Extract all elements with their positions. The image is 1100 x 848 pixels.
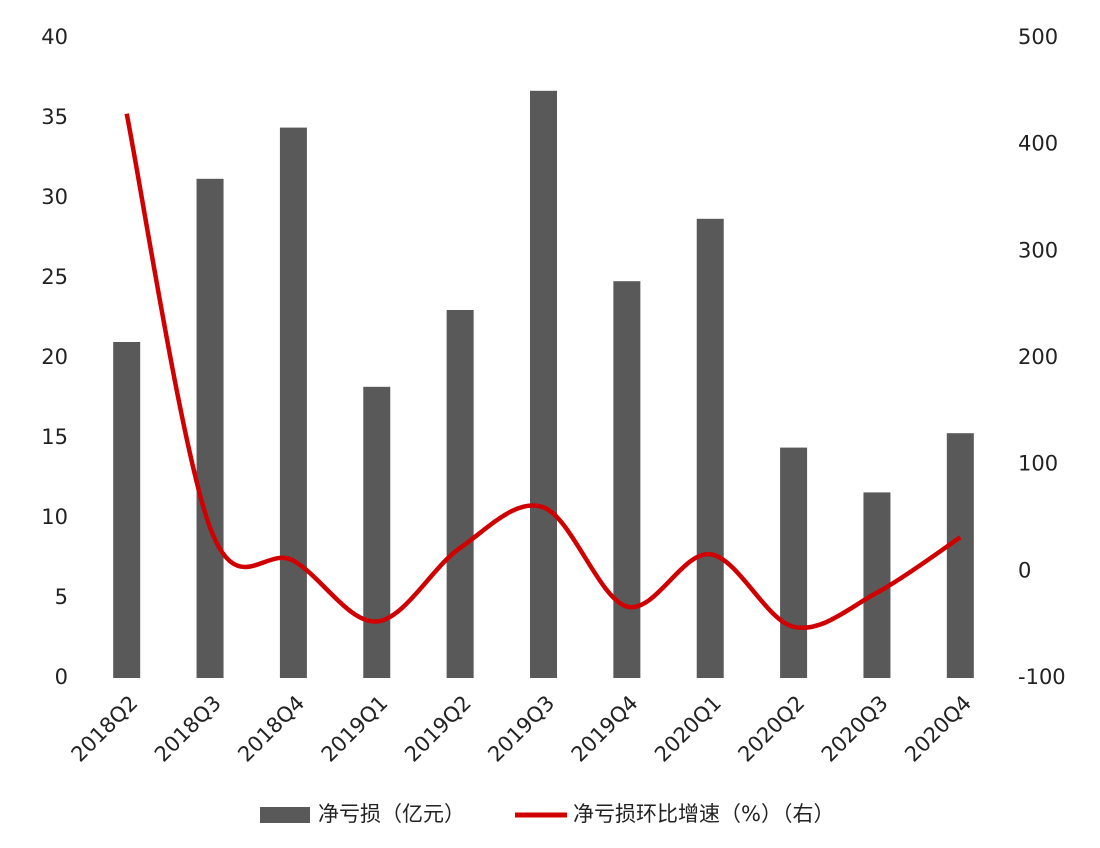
y2-tick-label: 300 [1018,238,1058,262]
line [124,113,962,631]
bar [946,433,974,678]
x-tick-label: 2020Q1 [650,691,726,767]
y-tick-label: 0 [55,665,68,689]
x-tick-label: 2020Q3 [817,691,893,767]
y-tick-label: 25 [41,265,68,289]
x-tick-label: 2019Q3 [483,691,559,767]
x-tick-label: 2018Q4 [233,691,309,767]
x-tick-label: 2019Q4 [567,691,643,767]
y-tick-label: 10 [41,505,68,529]
bar [530,90,557,679]
legend-label: 净亏损环比增速（%）（右） [573,802,834,826]
bar [363,386,391,678]
bar [613,281,641,678]
y-tick-label: 15 [41,425,68,449]
y-tick-label: 20 [41,345,68,369]
bar [196,178,224,679]
y-tick-label: 40 [41,25,68,49]
y2-tick-label: 200 [1018,345,1058,369]
x-tick-label: 2018Q2 [67,691,143,767]
y-tick-label: 5 [55,585,68,609]
y2-tick-label: 100 [1018,452,1058,476]
x-tick-label: 2020Q4 [900,691,976,767]
x-tick-label: 2019Q2 [400,691,476,767]
bar [446,310,474,678]
x-tick-label: 2018Q3 [150,691,226,767]
y2-tick-label: 0 [1018,558,1031,582]
y2-tick-label: -100 [1018,665,1066,689]
y2-tick-label: 400 [1018,132,1058,156]
legend-label: 净亏损（亿元） [318,802,465,826]
bar [113,342,141,678]
bar [780,447,808,678]
legend-swatch [260,807,310,823]
x-tick-label: 2020Q2 [733,691,809,767]
bar [696,218,724,679]
y2-tick-label: 500 [1018,25,1058,49]
x-tick-label: 2019Q1 [317,691,393,767]
y-tick-label: 30 [41,185,68,209]
bar [279,127,307,679]
y-tick-label: 35 [41,105,68,129]
